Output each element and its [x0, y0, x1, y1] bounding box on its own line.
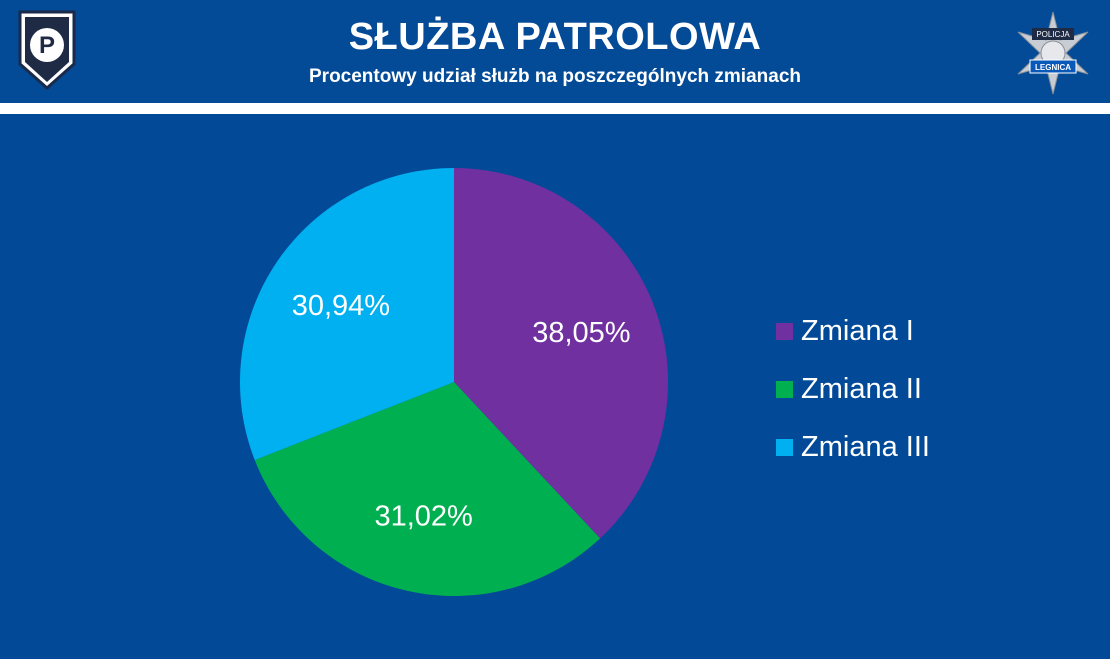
- pie-chart: 38,05% 31,02% 30,94%: [240, 168, 668, 596]
- page-subtitle: Procentowy udział służb na poszczególnyc…: [309, 66, 801, 87]
- pie-slice-zmiana-3: [240, 168, 454, 460]
- header-divider: [0, 103, 1110, 114]
- p-badge-icon: P: [14, 6, 80, 92]
- legend-swatch-zmiana-3: [776, 438, 793, 456]
- police-star-icon: POLICJA LEGNICA: [1010, 10, 1096, 96]
- data-label-zmiana-2: 31,02%: [374, 501, 472, 533]
- legend-item-zmiana-1: Zmiana I: [776, 314, 914, 347]
- legend-label-zmiana-3: Zmiana III: [801, 430, 930, 463]
- page-title: SŁUŻBA PATROLOWA: [348, 16, 762, 58]
- header-band: [0, 0, 1110, 103]
- legend-label-zmiana-1: Zmiana I: [801, 314, 914, 347]
- legend-swatch-zmiana-2: [776, 380, 793, 398]
- police-star-text-top: POLICJA: [1036, 30, 1070, 39]
- legend-item-zmiana-2: Zmiana II: [776, 372, 922, 405]
- legend-swatch-zmiana-1: [776, 322, 793, 340]
- p-badge-letter: P: [39, 32, 55, 59]
- pie-slice-zmiana-1: [454, 168, 668, 539]
- data-label-zmiana-1: 38,05%: [532, 317, 630, 349]
- police-star-text-bottom: LEGNICA: [1035, 63, 1071, 72]
- pie-data-labels: 38,05% 31,02% 30,94%: [292, 290, 631, 533]
- pie-slices: [240, 168, 668, 596]
- legend-label-zmiana-2: Zmiana II: [801, 372, 922, 405]
- pie-slice-zmiana-2: [254, 382, 601, 596]
- data-label-zmiana-3: 30,94%: [292, 290, 390, 322]
- legend-item-zmiana-3: Zmiana III: [776, 430, 930, 463]
